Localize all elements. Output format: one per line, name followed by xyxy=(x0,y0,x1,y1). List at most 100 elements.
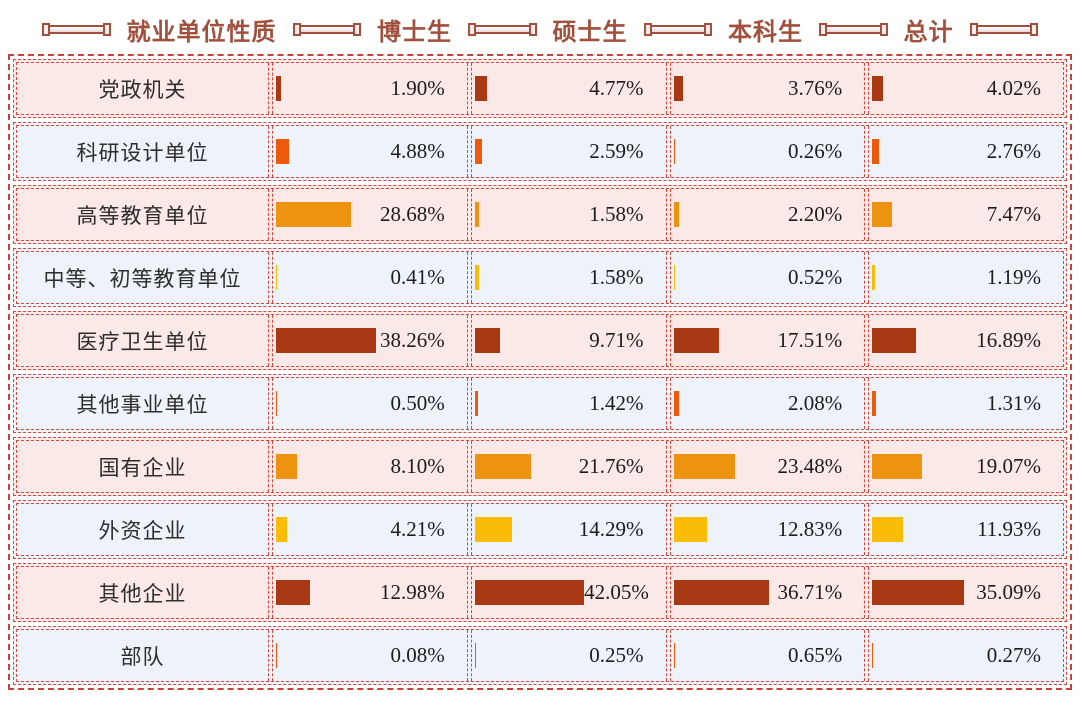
column-divider xyxy=(466,378,472,429)
value-cell: 2.08% xyxy=(671,378,865,429)
table-row: 国有企业 8.10% 21.76% 23.48% 19.07% xyxy=(13,437,1067,496)
ornament-bar xyxy=(50,24,103,34)
value-cell: 21.76% xyxy=(472,441,666,492)
table-row-inner: 国有企业 8.10% 21.76% 23.48% 19.07% xyxy=(16,440,1064,493)
value-bar xyxy=(474,202,479,227)
unit-label-cell: 其他事业单位 xyxy=(17,378,268,429)
value-bar xyxy=(474,580,585,605)
value-label: 17.51% xyxy=(777,328,843,352)
value-label: 12.83% xyxy=(777,517,843,541)
value-cell: 0.52% xyxy=(671,252,865,303)
chart-table: 党政机关 1.90% 4.77% 3.76% 4.02% 科研设计单位 4.88% 2.59%… xyxy=(8,54,1072,690)
column-divider xyxy=(466,567,472,618)
value-cell: 2.20% xyxy=(671,189,865,240)
table-row: 其他企业 12.98% 42.05% 36.71% 35.09% xyxy=(13,563,1067,622)
value-bar xyxy=(673,139,675,164)
value-bar xyxy=(872,202,892,227)
table-row-inner: 中等、初等教育单位 0.41% 1.58% 0.52% 1.19% xyxy=(16,251,1064,304)
value-bar xyxy=(474,517,512,542)
table-row-inner: 科研设计单位 4.88% 2.59% 0.26% 2.76% xyxy=(16,125,1064,178)
value-label: 4.21% xyxy=(390,517,445,541)
value-cell: 16.89% xyxy=(869,315,1063,366)
value-label: 21.76% xyxy=(578,454,644,478)
value-bar xyxy=(872,76,883,101)
value-bar xyxy=(276,328,376,353)
value-label: 1.31% xyxy=(986,391,1042,415)
value-bar xyxy=(276,580,310,605)
unit-label: 其他事业单位 xyxy=(76,392,209,417)
column-divider xyxy=(268,315,274,366)
divider-ornament-icon xyxy=(969,22,1038,36)
column-divider xyxy=(268,378,274,429)
value-label: 36.71% xyxy=(777,580,843,604)
value-label: 1.42% xyxy=(589,391,644,415)
value-bar xyxy=(673,643,676,668)
column-divider xyxy=(466,126,472,177)
value-cell: 0.26% xyxy=(671,126,865,177)
column-divider xyxy=(665,378,671,429)
column-divider xyxy=(466,252,472,303)
value-cell: 23.48% xyxy=(671,441,865,492)
column-divider xyxy=(665,441,671,492)
value-label: 28.68% xyxy=(380,202,445,226)
value-bar xyxy=(474,328,501,353)
value-label: 14.29% xyxy=(578,517,644,541)
value-cell: 35.09% xyxy=(869,567,1063,618)
value-label: 8.10% xyxy=(390,454,445,478)
ornament-cap xyxy=(102,22,111,36)
value-bar xyxy=(474,454,532,479)
column-divider xyxy=(466,630,472,681)
value-label: 23.48% xyxy=(777,454,843,478)
value-cell: 28.68% xyxy=(273,189,467,240)
unit-label-cell: 党政机关 xyxy=(17,63,268,114)
ornament-cap xyxy=(528,22,537,36)
value-cell: 42.05% xyxy=(472,567,666,618)
unit-label: 国有企业 xyxy=(98,455,187,480)
value-bar xyxy=(474,643,476,668)
unit-label-cell: 国有企业 xyxy=(17,441,268,492)
value-label: 0.26% xyxy=(788,139,843,163)
value-bar xyxy=(872,265,876,290)
value-bar xyxy=(474,76,488,101)
column-divider xyxy=(268,252,274,303)
value-cell: 1.42% xyxy=(472,378,666,429)
divider-ornament-icon xyxy=(643,22,712,36)
ornament-bar xyxy=(977,24,1030,34)
value-label: 2.59% xyxy=(589,139,644,163)
ornament-cap xyxy=(1030,22,1038,36)
value-bar xyxy=(673,454,735,479)
table-row-inner: 党政机关 1.90% 4.77% 3.76% 4.02% xyxy=(16,62,1064,115)
value-cell: 36.71% xyxy=(671,567,865,618)
value-label: 0.25% xyxy=(589,643,644,667)
unit-label-cell: 中等、初等教育单位 xyxy=(17,252,268,303)
column-divider xyxy=(864,567,870,618)
value-bar xyxy=(474,139,482,164)
value-cell: 12.83% xyxy=(671,504,865,555)
value-label: 2.08% xyxy=(788,391,843,415)
column-divider xyxy=(665,315,671,366)
column-divider xyxy=(864,504,870,555)
column-divider xyxy=(268,504,274,555)
unit-label: 科研设计单位 xyxy=(76,140,209,165)
ornament-bar xyxy=(651,24,704,34)
value-bar xyxy=(474,265,479,290)
value-label: 16.89% xyxy=(976,328,1042,352)
column-divider xyxy=(864,315,870,366)
value-label: 4.02% xyxy=(986,76,1042,100)
column-divider xyxy=(268,126,274,177)
value-label: 0.65% xyxy=(788,643,843,667)
value-cell: 4.21% xyxy=(273,504,467,555)
table-row: 其他事业单位 0.50% 1.42% 2.08% 1.31% xyxy=(13,374,1067,433)
value-label: 0.50% xyxy=(390,391,445,415)
column-header: 就业单位性质 xyxy=(126,19,277,46)
value-bar xyxy=(673,328,720,353)
value-bar xyxy=(673,76,684,101)
value-label: 1.58% xyxy=(589,202,644,226)
table-row-inner: 其他事业单位 0.50% 1.42% 2.08% 1.31% xyxy=(16,377,1064,430)
unit-label-cell: 外资企业 xyxy=(17,504,268,555)
unit-label: 医疗卫生单位 xyxy=(76,329,209,354)
chart-header: 就业单位性质 博士生 硕士生 本科生 总计 xyxy=(8,8,1072,50)
value-bar xyxy=(276,454,298,479)
ornament-bar xyxy=(300,24,353,34)
value-cell: 4.88% xyxy=(273,126,467,177)
